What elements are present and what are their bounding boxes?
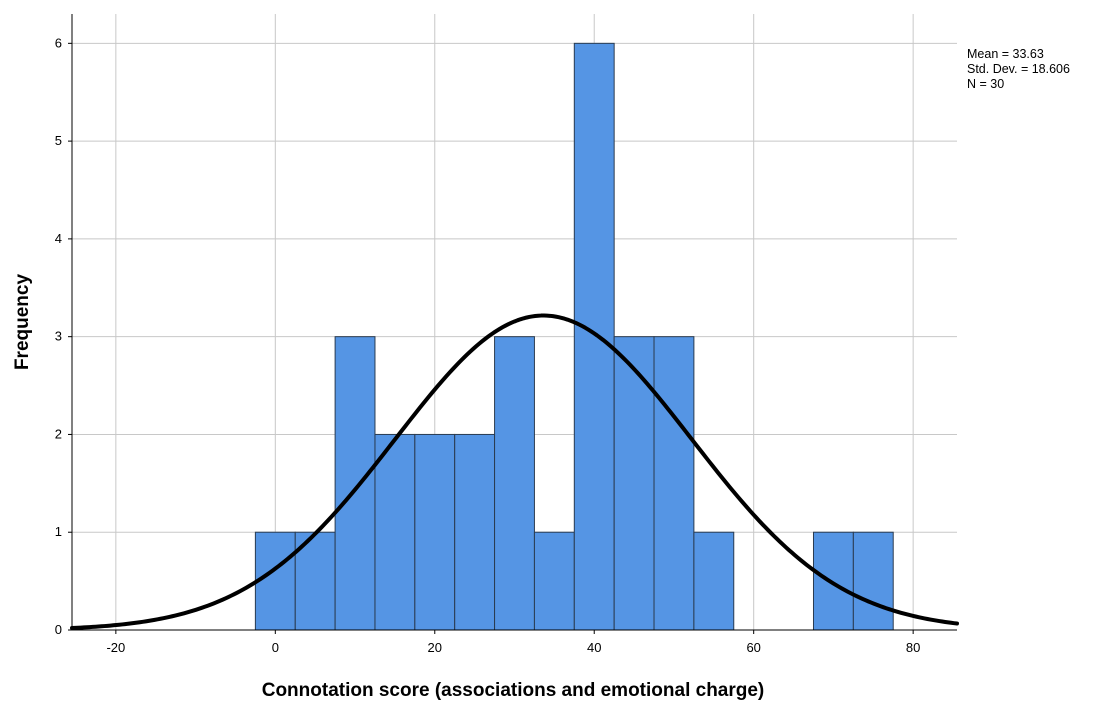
- y-tick-label: 3: [55, 329, 62, 344]
- x-tick-label: 0: [272, 640, 279, 655]
- y-tick-label: 4: [55, 231, 62, 246]
- x-tick-label: 20: [428, 640, 442, 655]
- histogram-bars: [254, 42, 894, 631]
- y-axis-title: Frequency: [12, 274, 33, 371]
- histogram-bar: [613, 336, 655, 631]
- y-tick-label: 0: [55, 622, 62, 637]
- y-tick-label: 2: [55, 426, 62, 441]
- normal-curve: [70, 313, 959, 630]
- histogram-bar: [414, 433, 456, 631]
- histogram-bar: [573, 42, 615, 631]
- histogram-bar: [852, 531, 894, 631]
- histogram-bar: [494, 336, 535, 631]
- tick-labels: 0 1 2 3 4 5 6 -20 0 20 40 60 80: [55, 35, 921, 655]
- y-tick-label: 1: [55, 524, 62, 539]
- x-tick-label: -20: [106, 640, 125, 655]
- histogram-bar: [374, 433, 416, 631]
- x-axis-title: Connotation score (associations and emot…: [262, 680, 765, 701]
- histogram-bar: [533, 531, 575, 631]
- y-tick-label: 5: [55, 133, 62, 148]
- x-tick-label: 80: [906, 640, 920, 655]
- stats-n: N = 30: [967, 77, 1004, 91]
- stats-std-dev: Std. Dev. = 18.606: [967, 62, 1070, 76]
- x-tick-label: 60: [746, 640, 760, 655]
- histogram-bar: [454, 433, 496, 631]
- histogram-bar: [334, 336, 376, 631]
- normal-curve-layer: [70, 313, 959, 630]
- x-tick-label: 40: [587, 640, 601, 655]
- histogram-bar: [693, 531, 735, 631]
- axes: [71, 14, 957, 631]
- histogram-bar: [653, 336, 695, 631]
- histogram-bar: [254, 531, 296, 631]
- statistics-legend: Mean = 33.63 Std. Dev. = 18.606 N = 30: [967, 47, 1070, 91]
- stats-mean: Mean = 33.63: [967, 47, 1044, 61]
- y-tick-label: 6: [55, 35, 62, 50]
